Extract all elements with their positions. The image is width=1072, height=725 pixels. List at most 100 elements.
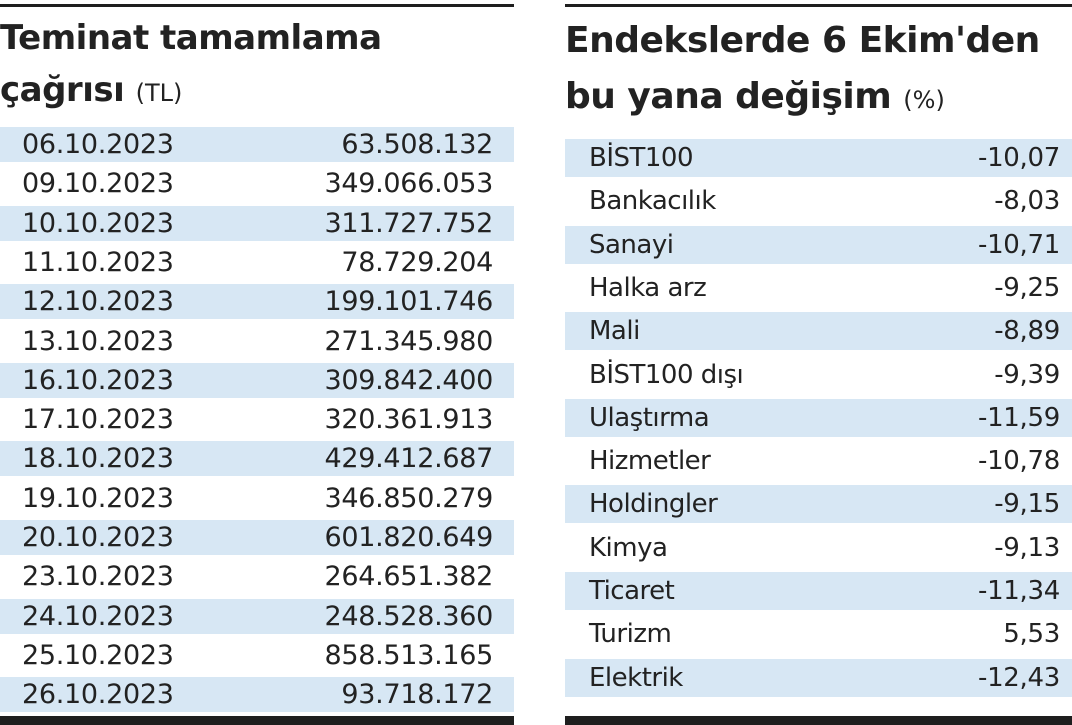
table-row: Ticaret -11,34 [565, 572, 1072, 610]
table-row: Sanayi -10,71 [565, 225, 1072, 264]
date-cell: 19.10.2023 [22, 482, 174, 514]
table-row: 20.10.2023 601.820.649 [0, 520, 514, 555]
change-cell: -8,89 [994, 316, 1060, 347]
table-row: Turizm 5,53 [565, 615, 1072, 653]
date-cell: 10.10.2023 [22, 207, 174, 239]
table-row: 13.10.2023 271.345.980 [0, 324, 514, 359]
date-cell: 24.10.2023 [22, 600, 174, 632]
date-cell: 20.10.2023 [22, 522, 174, 553]
change-cell: -8,03 [994, 186, 1060, 217]
table-row: 11.10.2023 78.729.204 [0, 245, 514, 280]
amount-cell: 248.528.360 [324, 600, 494, 632]
margin-call-panel: Teminat tamamlama çağrısı (TL) 06.10.202… [0, 0, 514, 725]
table-row: Mali -8,89 [565, 312, 1072, 351]
index-changes-title-line2: bu yana değişim [565, 76, 892, 117]
margin-call-title-line2: çağrısı [0, 70, 125, 110]
amount-cell: 264.651.382 [324, 561, 494, 593]
table-row: 19.10.2023 346.850.279 [0, 481, 514, 516]
table-row: Ulaştırma -11,59 [565, 398, 1072, 437]
table-row: Elektrik -12,43 [565, 658, 1072, 697]
margin-call-title-second-line: çağrısı (TL) [0, 70, 182, 110]
index-changes-title-second-line: bu yana değişim (%) [565, 76, 945, 117]
amount-cell: 199.101.746 [324, 286, 494, 318]
index-changes-title: Endekslerde 6 Ekim'den [565, 20, 1040, 61]
index-name-cell: Hizmetler [589, 446, 711, 477]
amount-cell: 346.850.279 [324, 482, 494, 514]
margin-call-title: Teminat tamamlama [0, 18, 382, 58]
table-row: 06.10.2023 63.508.132 [0, 127, 514, 162]
index-changes-title-line1: Endekslerde 6 Ekim'den [565, 20, 1040, 61]
index-name-cell: Holdingler [589, 489, 718, 520]
change-cell: -9,15 [994, 489, 1060, 520]
index-name-cell: Ulaştırma [589, 402, 710, 433]
amount-cell: 271.345.980 [324, 325, 494, 357]
date-cell: 23.10.2023 [22, 561, 174, 593]
amount-cell: 320.361.913 [324, 404, 494, 436]
date-cell: 16.10.2023 [22, 364, 174, 396]
amount-cell: 349.066.053 [324, 168, 494, 200]
table-row: 23.10.2023 264.651.382 [0, 559, 514, 594]
amount-cell: 93.718.172 [341, 679, 493, 711]
date-cell: 18.10.2023 [22, 443, 174, 475]
index-name-cell: Halka arz [589, 272, 707, 303]
amount-cell: 63.508.132 [341, 129, 493, 160]
date-cell: 12.10.2023 [22, 286, 174, 318]
change-cell: 5,53 [1003, 619, 1060, 650]
date-cell: 11.10.2023 [22, 246, 174, 278]
change-cell: -11,34 [977, 576, 1060, 606]
index-name-cell: Kimya [589, 532, 668, 563]
amount-cell: 309.842.400 [324, 364, 494, 396]
amount-cell: 429.412.687 [324, 443, 494, 475]
index-name-cell: Elektrik [589, 662, 683, 693]
change-cell: -10,71 [977, 229, 1060, 260]
amount-cell: 311.727.752 [324, 207, 494, 239]
index-name-cell: Ticaret [589, 576, 675, 606]
change-cell: -12,43 [977, 662, 1060, 693]
index-name-cell: Turizm [589, 619, 672, 650]
margin-call-title-line1: Teminat tamamlama [0, 18, 382, 58]
table-row: 18.10.2023 429.412.687 [0, 441, 514, 477]
index-changes-panel: Endekslerde 6 Ekim'den bu yana değişim (… [565, 0, 1072, 725]
date-cell: 13.10.2023 [22, 325, 174, 357]
bottom-rule [0, 716, 514, 725]
table-row: BİST100 -10,07 [565, 139, 1072, 177]
table-row: Halka arz -9,25 [565, 269, 1072, 307]
change-cell: -9,13 [994, 532, 1060, 563]
date-cell: 06.10.2023 [22, 129, 174, 160]
table-row: 10.10.2023 311.727.752 [0, 205, 514, 241]
table-row: 17.10.2023 320.361.913 [0, 402, 514, 437]
date-cell: 25.10.2023 [22, 639, 174, 671]
index-name-cell: BİST100 dışı [589, 359, 744, 390]
table-row: 24.10.2023 248.528.360 [0, 598, 514, 634]
table-row: Holdingler -9,15 [565, 485, 1072, 524]
table-row: 26.10.2023 93.718.172 [0, 677, 514, 713]
change-cell: -9,39 [994, 359, 1060, 390]
index-name-cell: Mali [589, 316, 640, 347]
table-row: 16.10.2023 309.842.400 [0, 362, 514, 398]
date-cell: 17.10.2023 [22, 404, 174, 436]
bottom-rule [565, 716, 1072, 725]
table-row: 25.10.2023 858.513.165 [0, 638, 514, 673]
change-cell: -9,25 [994, 272, 1060, 303]
date-cell: 09.10.2023 [22, 168, 174, 200]
amount-cell: 78.729.204 [341, 246, 493, 278]
top-rule [0, 4, 514, 7]
amount-cell: 858.513.165 [324, 639, 494, 671]
table-row: Hizmetler -10,78 [565, 442, 1072, 480]
table-row: BİST100 dışı -9,39 [565, 356, 1072, 394]
table-row: 12.10.2023 199.101.746 [0, 284, 514, 320]
index-changes-unit: (%) [903, 86, 945, 114]
margin-call-unit: (TL) [135, 79, 183, 107]
change-cell: -10,78 [977, 446, 1060, 477]
table-row: Bankacılık -8,03 [565, 182, 1072, 220]
change-cell: -10,07 [977, 143, 1060, 173]
index-name-cell: BİST100 [589, 143, 694, 173]
index-name-cell: Bankacılık [589, 186, 716, 217]
change-cell: -11,59 [977, 402, 1060, 433]
index-name-cell: Sanayi [589, 229, 674, 260]
amount-cell: 601.820.649 [324, 522, 494, 553]
table-row: Kimya -9,13 [565, 529, 1072, 567]
table-row: 09.10.2023 349.066.053 [0, 166, 514, 201]
top-rule [565, 4, 1072, 7]
date-cell: 26.10.2023 [22, 679, 174, 711]
